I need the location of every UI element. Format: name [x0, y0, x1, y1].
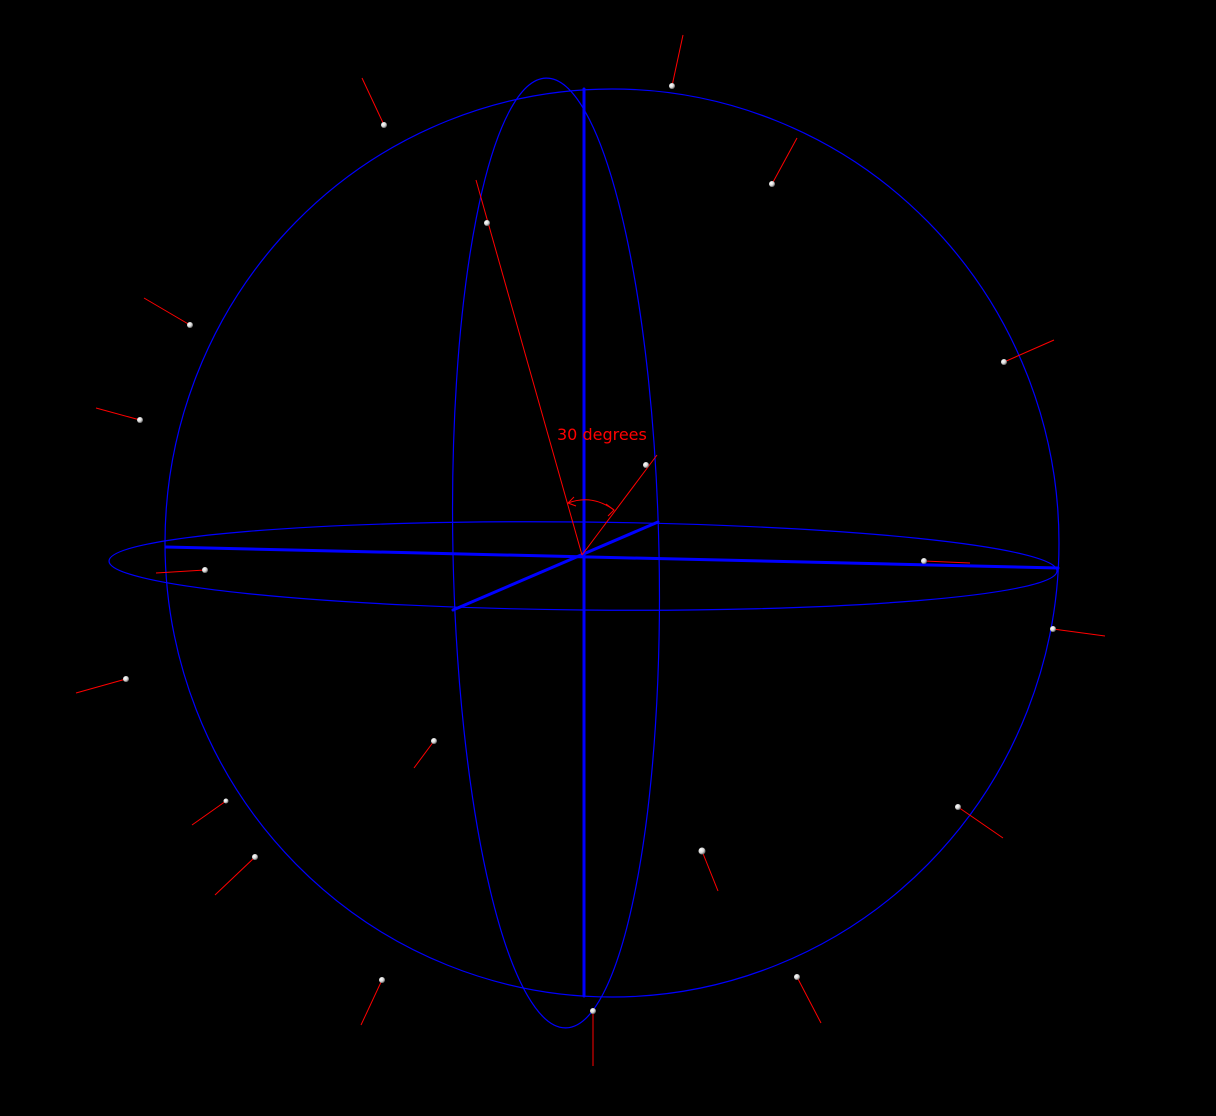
point-marker[interactable] — [431, 738, 437, 744]
point[interactable] — [769, 138, 797, 187]
angle-annotation — [476, 180, 657, 555]
horizontal-axis — [166, 547, 1058, 568]
point-marker[interactable] — [794, 974, 800, 980]
point[interactable] — [156, 567, 208, 573]
point-marker[interactable] — [137, 417, 143, 423]
point-marker[interactable] — [769, 181, 775, 187]
point[interactable] — [96, 408, 143, 423]
point[interactable] — [414, 738, 437, 768]
point-marker[interactable] — [590, 1008, 596, 1014]
point-marker[interactable] — [699, 848, 706, 855]
point[interactable] — [590, 1008, 596, 1066]
point-marker[interactable] — [379, 977, 385, 983]
point[interactable] — [192, 799, 229, 826]
point[interactable] — [484, 220, 490, 226]
point-marker[interactable] — [381, 122, 387, 128]
angle-label: 30 degrees — [557, 425, 647, 444]
point-marker[interactable] — [669, 83, 675, 89]
point-marker[interactable] — [921, 558, 927, 564]
coordinate-axes — [166, 89, 1058, 996]
reference-vector-left — [476, 180, 582, 555]
point-marker[interactable] — [643, 462, 649, 468]
point[interactable] — [921, 558, 970, 564]
point[interactable] — [361, 977, 385, 1025]
point[interactable] — [794, 974, 821, 1023]
point[interactable] — [1050, 626, 1105, 636]
point-marker[interactable] — [955, 804, 961, 810]
point[interactable] — [76, 676, 129, 693]
point[interactable] — [1001, 340, 1054, 365]
point[interactable] — [144, 298, 193, 328]
point-marker[interactable] — [187, 322, 193, 328]
point-marker[interactable] — [224, 799, 229, 804]
point-marker[interactable] — [484, 220, 490, 226]
point-marker[interactable] — [123, 676, 129, 682]
point-marker[interactable] — [1001, 359, 1007, 365]
depth-axis — [453, 522, 658, 610]
point-marker[interactable] — [1050, 626, 1056, 632]
point[interactable] — [955, 804, 1003, 838]
point[interactable] — [643, 462, 649, 468]
point[interactable] — [362, 78, 387, 128]
point[interactable] — [699, 848, 719, 892]
point-marker[interactable] — [252, 854, 258, 860]
point[interactable] — [215, 854, 258, 895]
point[interactable] — [669, 35, 683, 89]
point-marker[interactable] — [202, 567, 208, 573]
